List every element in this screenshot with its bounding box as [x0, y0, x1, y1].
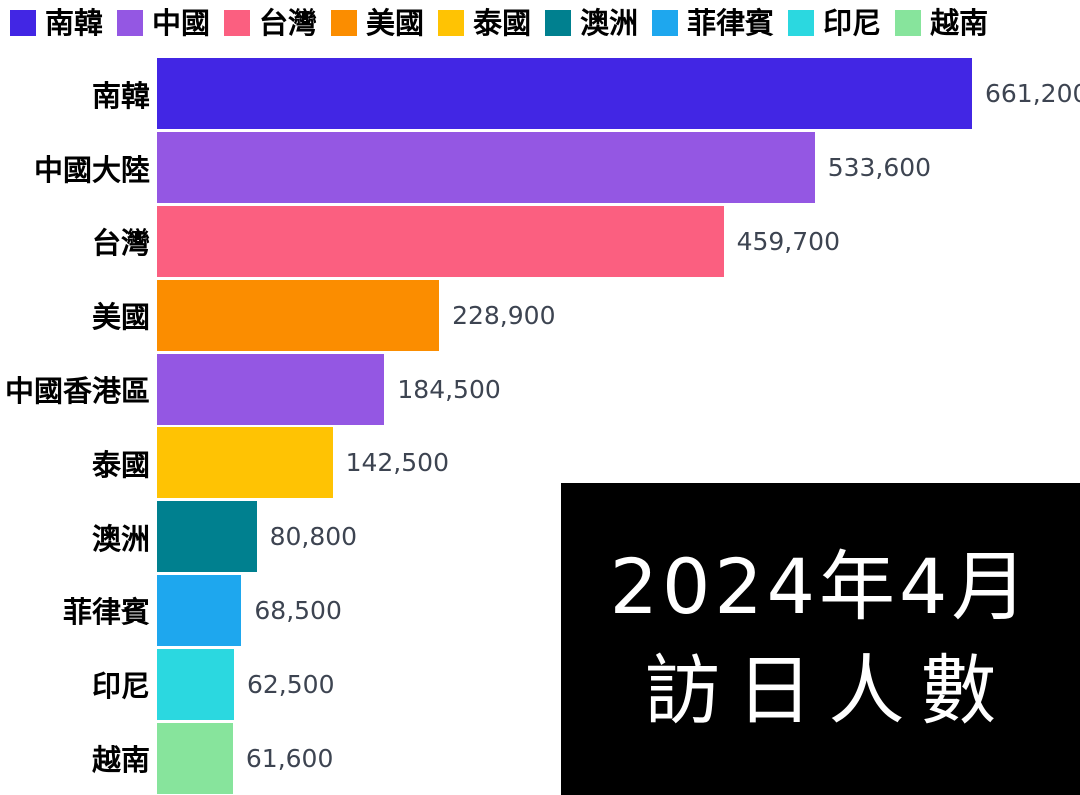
- bar: [157, 132, 815, 204]
- legend-label: 中國: [152, 5, 211, 40]
- value-label: 228,900: [452, 300, 556, 330]
- chart-row: 中國大陸 533,600: [0, 131, 1080, 205]
- legend-label: 印尼: [823, 5, 882, 40]
- value-label: 142,500: [345, 448, 449, 478]
- bar: [157, 574, 242, 646]
- legend-swatch: [331, 10, 358, 36]
- bar: [157, 501, 257, 573]
- chart-row: 南韓 661,200: [0, 57, 1080, 131]
- title-line-2: 訪日人數: [644, 646, 1013, 735]
- legend-label: 澳洲: [580, 5, 639, 40]
- legend-swatch: [224, 10, 251, 36]
- value-label: 184,500: [397, 374, 501, 404]
- category-label: 中國香港區: [4, 374, 150, 409]
- value-label: 68,500: [254, 595, 342, 625]
- legend-item-2[interactable]: 中國: [117, 5, 211, 40]
- legend-label: 菲律賓: [687, 5, 775, 40]
- chart-row: 越南 61,600: [0, 721, 1080, 795]
- bar: [157, 279, 440, 351]
- chart-row: 澳洲 80,800: [0, 500, 1080, 574]
- value-label: 459,700: [736, 226, 840, 256]
- bar: [157, 205, 724, 277]
- chart-row: 菲律賓 68,500: [0, 574, 1080, 648]
- legend-label: 南韓: [45, 5, 104, 40]
- category-label: 菲律賓: [62, 595, 150, 630]
- legend-label: 台灣: [259, 5, 318, 40]
- bar: [157, 353, 385, 425]
- bar: [157, 427, 333, 499]
- legend-item-8[interactable]: 印尼: [788, 5, 882, 40]
- legend-label: 越南: [930, 5, 989, 40]
- value-label: 661,200: [985, 79, 1080, 109]
- legend-swatch: [10, 10, 36, 36]
- legend-item-3[interactable]: 台灣: [224, 5, 318, 40]
- category-label: 澳洲: [91, 521, 150, 556]
- legend-swatch: [895, 10, 922, 36]
- bar-chart: 南韓 661,200 中國大陸 533,600 台灣 459,700 美國 228,900 中國…: [0, 57, 1080, 795]
- chart-legend: 南韓 中國 台灣 美國 泰國 澳洲 菲律賓 印尼 越南: [10, 7, 988, 39]
- legend-label: 美國: [366, 5, 425, 40]
- category-label: 南韓: [91, 78, 150, 113]
- legend-item-4[interactable]: 美國: [331, 5, 425, 40]
- chart-row: 泰國 142,500: [0, 426, 1080, 500]
- chart-row: 中國香港區 184,500: [0, 352, 1080, 426]
- category-label: 越南: [91, 743, 150, 778]
- legend-item-7[interactable]: 菲律賓: [652, 5, 775, 40]
- bar: [157, 648, 234, 720]
- legend-item-9[interactable]: 越南: [895, 5, 989, 40]
- value-label: 80,800: [269, 522, 358, 552]
- legend-item-1[interactable]: 南韓: [10, 5, 104, 40]
- legend-swatch: [438, 10, 465, 36]
- value-label: 533,600: [827, 153, 932, 183]
- bar: [157, 722, 233, 794]
- title-overlay: 2024年4月 訪日人數: [561, 483, 1080, 795]
- value-label: 61,600: [245, 743, 334, 773]
- category-label: 印尼: [91, 669, 150, 704]
- category-label: 泰國: [91, 447, 150, 482]
- legend-swatch: [545, 10, 572, 36]
- category-label: 中國大陸: [33, 152, 150, 187]
- legend-swatch: [117, 10, 144, 36]
- legend-swatch: [652, 10, 679, 36]
- chart-row: 印尼 62,500: [0, 647, 1080, 721]
- category-label: 美國: [91, 300, 150, 335]
- title-line-1: 2024年4月: [609, 542, 1032, 631]
- chart-row: 美國 228,900: [0, 278, 1080, 352]
- legend-label: 泰國: [473, 5, 532, 40]
- legend-swatch: [788, 10, 815, 36]
- bar: [157, 58, 972, 130]
- value-label: 62,500: [247, 669, 335, 699]
- legend-item-5[interactable]: 泰國: [438, 5, 532, 40]
- category-label: 台灣: [91, 226, 150, 261]
- chart-row: 台灣 459,700: [0, 205, 1080, 279]
- legend-item-6[interactable]: 澳洲: [545, 5, 639, 40]
